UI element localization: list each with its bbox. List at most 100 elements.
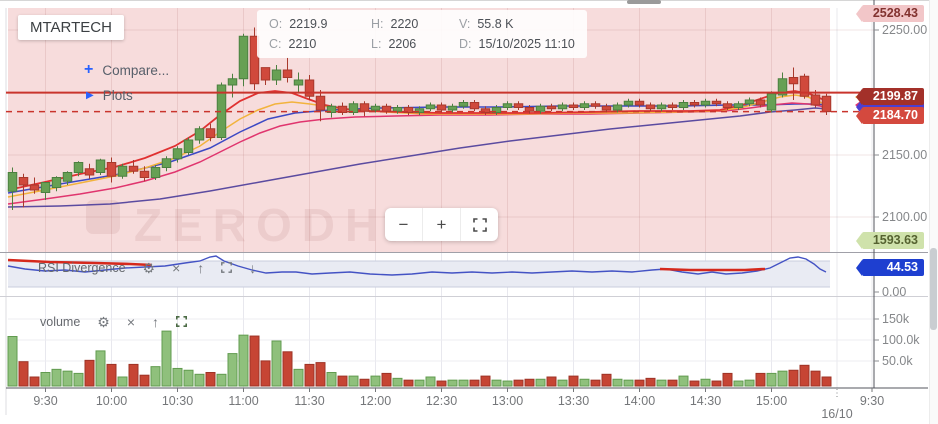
- volume-bar: [392, 377, 403, 387]
- volume-bar: [645, 377, 656, 387]
- candle-body: [722, 103, 733, 108]
- time-tick-label: 12:00: [360, 394, 391, 408]
- time-tick-label: 13:00: [492, 394, 523, 408]
- time-tick-label: 15:00: [756, 394, 787, 408]
- time-tick-label: 10:00: [96, 394, 127, 408]
- maximize-icon[interactable]: [221, 261, 233, 275]
- maximize-icon[interactable]: [176, 315, 188, 329]
- volume-pane-header: volume ⚙ × ↑: [40, 314, 188, 330]
- volume-bar: [7, 336, 18, 387]
- time-tick-label: 13:30: [558, 394, 589, 408]
- volume-bar: [359, 378, 370, 387]
- maximize-icon: [472, 217, 487, 232]
- candle-body: [392, 107, 403, 112]
- vertical-scrollbar-thumb[interactable]: [930, 248, 937, 330]
- volume-bar: [623, 379, 634, 387]
- compare-button[interactable]: + Compare...: [84, 62, 169, 78]
- volume-bar: [579, 378, 590, 387]
- candle-body: [711, 100, 722, 105]
- candle-body: [601, 105, 612, 111]
- candle-body: [183, 139, 194, 153]
- volume-bar: [524, 378, 535, 387]
- candle-body: [645, 104, 656, 110]
- close-value: C: 2210: [269, 37, 317, 51]
- settings-icon[interactable]: ⚙: [97, 314, 110, 330]
- volume-bar: [612, 378, 623, 387]
- move-down-icon[interactable]: ↓: [249, 260, 257, 276]
- open-value: O: 2219.9: [269, 17, 328, 31]
- move-up-icon[interactable]: ↑: [197, 260, 205, 276]
- candle-body: [40, 182, 51, 193]
- horizontal-scrollbar-thumb[interactable]: [627, 0, 661, 4]
- candle-body: [755, 99, 766, 106]
- volume-bar: [513, 379, 524, 387]
- price-tick-label: 0.00: [882, 285, 906, 299]
- time-axis[interactable]: 9:30 10:00 10:30 11:00 11:30 12:00 12:30 13:00 1…: [33, 388, 884, 421]
- plots-toggle[interactable]: ▶ Plots: [86, 88, 133, 103]
- volume-bar: [799, 364, 810, 387]
- candle-body: [117, 165, 128, 177]
- volume-bar: [678, 375, 689, 387]
- candle-body: [62, 172, 73, 182]
- candle-body: [612, 104, 623, 111]
- price-axis[interactable]: 2250.00 2150.00 2100.00 0.00 150k 100.0k 50.0k: [874, 23, 927, 368]
- volume-bar: [469, 379, 480, 387]
- candle-body: [491, 107, 502, 113]
- zoom-in-button[interactable]: +: [423, 208, 461, 241]
- volume-bar: [810, 370, 821, 387]
- volume-bar: [557, 379, 568, 387]
- candle-body: [733, 103, 744, 108]
- volume-bar: [733, 380, 744, 387]
- candle-body: [370, 105, 381, 111]
- close-icon[interactable]: ×: [172, 260, 181, 276]
- volume-bar: [117, 376, 128, 387]
- volume-series[interactable]: [7, 330, 832, 387]
- zoom-out-button[interactable]: −: [385, 208, 423, 241]
- candlestick-series[interactable]: [7, 27, 832, 211]
- candle-body: [249, 35, 260, 85]
- volume-bar: [601, 373, 612, 387]
- candle-body: [634, 100, 645, 106]
- candle-body: [513, 103, 524, 108]
- volume-pane-title: volume: [40, 315, 81, 329]
- candle-body: [480, 108, 491, 113]
- vertical-scrollbar-track[interactable]: [929, 0, 938, 424]
- volume-bar: [282, 351, 293, 387]
- close-icon[interactable]: ×: [126, 314, 136, 330]
- candle-body: [227, 78, 238, 86]
- move-up-icon[interactable]: ↑: [152, 314, 160, 330]
- volume-bar: [381, 372, 392, 387]
- volume-bar: [403, 379, 414, 387]
- volume-bar: [260, 360, 271, 387]
- volume-bar: [337, 375, 348, 387]
- candle-body: [18, 177, 29, 186]
- candle-body: [469, 102, 480, 110]
- candle-body: [777, 78, 788, 96]
- volume-bar: [249, 335, 260, 387]
- candle-body: [821, 95, 832, 113]
- volume-bar: [480, 375, 491, 387]
- rsi-divergence-line: [659, 267, 766, 272]
- volume-bar: [590, 379, 601, 387]
- symbol-label: MTARTECH: [18, 15, 124, 40]
- volume-bar: [458, 379, 469, 387]
- last-price-badge: 2184.70: [862, 107, 924, 124]
- volume-bar: [40, 372, 51, 387]
- candle-body: [414, 108, 425, 113]
- candle-body: [7, 172, 18, 192]
- candle-body: [260, 67, 271, 81]
- volume-bar: [172, 367, 183, 387]
- volume-bar: [194, 373, 205, 387]
- price-tick-label: 150k: [882, 312, 910, 326]
- reset-zoom-button[interactable]: [461, 208, 498, 241]
- candle-body: [568, 104, 579, 108]
- settings-icon[interactable]: ⚙: [142, 260, 156, 276]
- volume-bar: [491, 379, 502, 387]
- volume-bar: [304, 363, 315, 387]
- candle-body: [403, 107, 414, 113]
- volume-bar: [29, 376, 40, 387]
- candle-body: [29, 184, 40, 191]
- volume-bar: [326, 372, 337, 387]
- volume-bar: [634, 379, 645, 387]
